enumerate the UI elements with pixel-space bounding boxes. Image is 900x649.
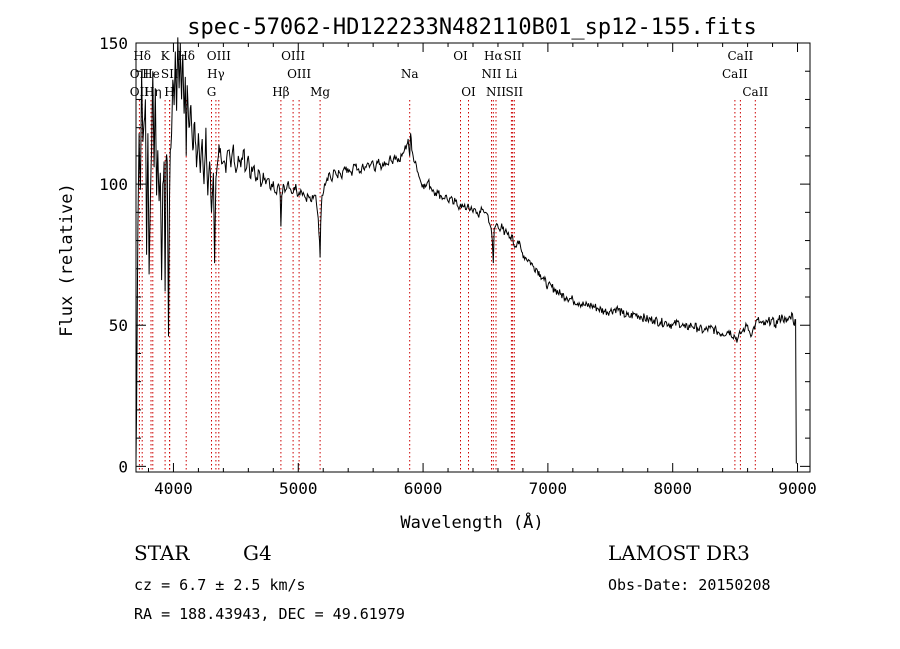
y-tick-label: 50 <box>109 316 128 335</box>
x-tick-label: 7000 <box>529 479 568 498</box>
spectrum-line <box>135 37 797 464</box>
line-label: K <box>161 49 171 63</box>
x-tick-label: 8000 <box>653 479 692 498</box>
x-axis-label: Wavelength (Å) <box>400 511 543 533</box>
y-axis: 0 50 100 150 <box>99 34 810 476</box>
line-label: CaII <box>742 85 768 99</box>
x-tick-label: 6000 <box>404 479 443 498</box>
line-label: Mg <box>310 85 330 99</box>
redshift-cz: cz = 6.7 ± 2.5 km/s <box>134 576 306 594</box>
y-tick-label: 150 <box>99 34 128 53</box>
object-class: STAR <box>134 541 190 565</box>
line-label: OIII <box>287 67 311 81</box>
chart-title: spec-57062-HD122233N482110B01_sp12-155.f… <box>187 15 757 40</box>
line-label: NII <box>486 85 506 99</box>
x-tick-label: 4000 <box>154 479 193 498</box>
line-label: OII <box>130 67 150 81</box>
line-label: H <box>164 85 174 99</box>
line-label: Na <box>401 67 419 81</box>
line-label: G <box>207 85 217 99</box>
line-label: CaII <box>722 67 748 81</box>
line-label: OI <box>453 49 468 63</box>
x-tick-label: 5000 <box>279 479 318 498</box>
line-label: Hδ <box>133 49 151 63</box>
line-label: OIII <box>281 49 305 63</box>
line-label: Hα <box>484 49 503 63</box>
y-axis-label: Flux (relative) <box>57 183 77 337</box>
x-axis: 4000 5000 6000 7000 8000 9000 <box>147 43 817 498</box>
line-label: CaII <box>727 49 753 63</box>
survey-name: LAMOST DR3 <box>608 541 750 565</box>
line-label: Hβ <box>272 85 289 99</box>
line-label: SII <box>504 49 522 63</box>
y-tick-label: 0 <box>118 457 128 476</box>
plot-frame <box>135 42 811 473</box>
line-label: He <box>142 67 160 81</box>
coordinates: RA = 188.43943, DEC = 49.61979 <box>134 605 405 623</box>
x-tick-label: 9000 <box>778 479 817 498</box>
line-label: Li <box>505 67 517 81</box>
obs-date: Obs-Date: 20150208 <box>608 576 771 594</box>
line-label: Hγ <box>207 67 225 81</box>
line-label: OIII <box>207 49 231 63</box>
line-label: OII <box>130 85 150 99</box>
line-label: NII <box>482 67 502 81</box>
object-subclass: G4 <box>243 541 272 565</box>
y-tick-label: 100 <box>99 175 128 194</box>
line-label: SII <box>505 85 523 99</box>
line-label: OI <box>461 85 476 99</box>
line-label: Hδ <box>177 49 195 63</box>
